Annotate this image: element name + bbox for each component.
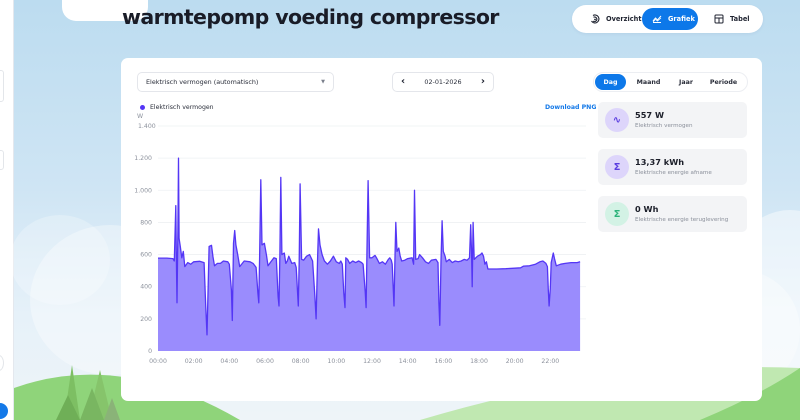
y-tick-label: 800 <box>140 219 152 226</box>
x-tick-label: 00:00 <box>149 358 167 365</box>
sidebar-fab-button[interactable] <box>0 403 8 419</box>
x-tick-label: 10:00 <box>327 358 345 365</box>
view-switch: Overzicht Grafiek Tabel <box>572 5 763 33</box>
stat-card-energy-export: Σ 0 Wh Elektrische energie teruglevering <box>598 196 747 232</box>
stat-card-energy-import: Σ 13,37 kWh Elektrische energie afname <box>598 149 747 185</box>
date-value: 02-01-2026 <box>424 78 462 86</box>
tab-overzicht[interactable]: Overzicht <box>575 8 642 30</box>
power-area-chart[interactable]: W 0 200 400 600 800 1.000 1.200 1.400 00:00 02:00 0… <box>121 58 762 401</box>
legend-dot <box>140 105 145 110</box>
area-chart-icon <box>652 15 662 23</box>
stat-label: Elektrisch vermogen <box>635 123 693 129</box>
stat-label: Elektrische energie teruglevering <box>635 217 729 223</box>
legend-label: Elektrisch vermogen <box>150 104 214 111</box>
x-tick-label: 12:00 <box>363 358 381 365</box>
y-tick-label: 400 <box>140 284 152 291</box>
tab-grafiek[interactable]: Grafiek <box>642 8 698 30</box>
sigma-icon: Σ <box>605 155 629 179</box>
y-tick-label: 200 <box>140 316 152 323</box>
left-sidebar-edge <box>0 0 14 420</box>
y-tick-label: 1.000 <box>134 187 152 194</box>
cloud-decoration <box>62 0 148 21</box>
x-tick-label: 16:00 <box>434 358 452 365</box>
y-tick-label: 1.200 <box>134 155 152 162</box>
period-tabs: Dag Maand Jaar Periode <box>593 72 748 92</box>
speedometer-icon <box>591 14 600 24</box>
table-icon <box>714 14 724 24</box>
chevron-right-icon[interactable]: › <box>480 76 485 87</box>
x-tick-label: 02:00 <box>185 358 203 365</box>
date-navigator: ‹ 02-01-2026 › <box>392 72 494 92</box>
period-tab-periode[interactable]: Periode <box>709 78 738 86</box>
x-tick-label: 06:00 <box>256 358 274 365</box>
wave-icon: ∿ <box>605 108 629 132</box>
sidebar-edge-element <box>0 150 4 170</box>
stat-card-power: ∿ 557 W Elektrisch vermogen <box>598 102 747 138</box>
stat-label: Elektrische energie afname <box>635 170 712 176</box>
x-tick-label: 18:00 <box>470 358 488 365</box>
y-tick-label: 1.400 <box>138 123 156 130</box>
x-tick-label: 14:00 <box>399 358 417 365</box>
sigma-icon: Σ <box>605 202 629 226</box>
x-tick-label: 22:00 <box>541 358 559 365</box>
period-tab-dag[interactable]: Dag <box>595 74 626 90</box>
tab-grafiek-label: Grafiek <box>668 15 695 23</box>
y-tick-label: 600 <box>140 252 152 259</box>
stat-value: 0 Wh <box>635 204 659 214</box>
metric-select-value: Elektrisch vermogen (automatisch) <box>146 78 259 86</box>
chart-legend[interactable]: Elektrisch vermogen <box>140 104 214 111</box>
download-png-link[interactable]: Download PNG <box>545 104 597 111</box>
sidebar-edge-element <box>0 355 4 371</box>
x-tick-label: 04:00 <box>220 358 238 365</box>
chevron-left-icon[interactable]: ‹ <box>401 76 406 87</box>
stat-value: 557 W <box>635 110 664 120</box>
tab-tabel-label: Tabel <box>730 15 750 23</box>
sidebar-edge-element <box>0 70 4 102</box>
stat-value: 13,37 kWh <box>635 157 685 167</box>
tab-tabel[interactable]: Tabel <box>698 8 758 30</box>
y-tick-label: 0 <box>148 348 152 355</box>
x-tick-label: 08:00 <box>292 358 310 365</box>
metric-select[interactable]: Elektrisch vermogen (automatisch) ▼ <box>137 72 334 92</box>
x-tick-label: 20:00 <box>506 358 524 365</box>
tab-overzicht-label: Overzicht <box>606 15 642 23</box>
y-axis-unit: W <box>137 113 143 120</box>
period-tab-jaar[interactable]: Jaar <box>679 78 693 86</box>
chart-card: Elektrisch vermogen (automatisch) ▼ ‹ 02… <box>121 58 762 401</box>
chevron-down-icon: ▼ <box>321 79 325 85</box>
page-title: warmtepomp voeding compressor <box>122 5 499 29</box>
series-line <box>158 157 581 336</box>
period-tab-maand[interactable]: Maand <box>636 78 661 86</box>
